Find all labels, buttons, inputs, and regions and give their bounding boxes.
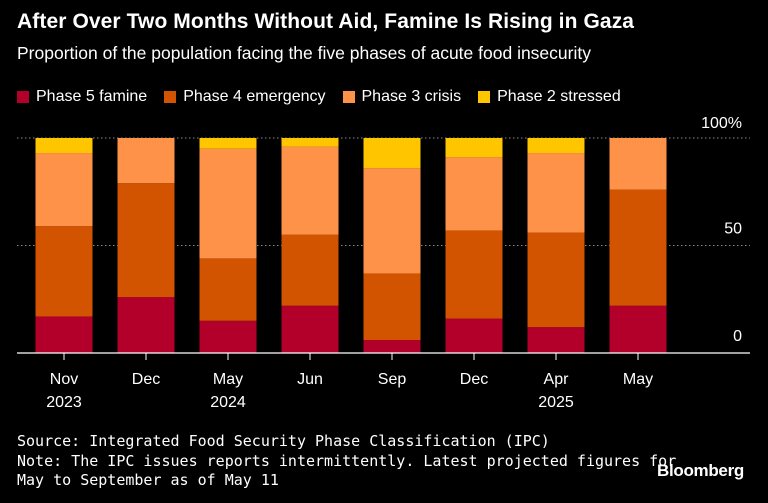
bar-segment-2-0 [199, 320, 257, 353]
bar-segment-4-3 [363, 138, 421, 169]
legend-swatch-phase5 [17, 91, 29, 103]
bar-segment-3-2 [281, 146, 339, 235]
x-tick-label-4: Sep [378, 371, 407, 388]
bloomberg-logo: Bloomberg [656, 461, 744, 480]
legend-item-phase4: Phase 4 emergency [164, 88, 326, 106]
bar-segment-6-1 [527, 232, 585, 328]
bar-segment-0-2 [35, 153, 93, 227]
x-tick-year-label-0: 2023 [46, 394, 82, 411]
legend-item-phase2: Phase 2 stressed [478, 88, 621, 106]
bar-segment-6-0 [527, 327, 585, 353]
bar-segment-0-0 [35, 316, 93, 353]
bar-segment-4-0 [363, 340, 421, 353]
bar-segment-5-3 [445, 138, 503, 158]
bar-segment-3-3 [281, 138, 339, 147]
x-tick-year-label-2: 2024 [210, 394, 246, 411]
legend-label-phase2: Phase 2 stressed [497, 88, 621, 105]
x-tick-label-2: May [213, 371, 243, 388]
footnote-line-2: May to September as of May 11 [17, 471, 279, 489]
legend-label-phase4: Phase 4 emergency [183, 88, 326, 105]
legend-swatch-phase3 [342, 91, 355, 103]
bar-segment-0-3 [35, 138, 93, 154]
legend-label-phase3: Phase 3 crisis [361, 88, 462, 105]
legend-item-phase3: Phase 3 crisis [342, 88, 462, 106]
source-note: Source: Integrated Food Security Phase C… [17, 432, 550, 450]
bar-segment-2-2 [199, 148, 257, 259]
bar-segment-5-1 [445, 230, 503, 319]
x-tick-label-1: Dec [132, 371, 160, 388]
bar-segment-4-2 [363, 168, 421, 274]
bar-segment-7-1 [609, 189, 667, 306]
x-tick-label-7: May [623, 371, 653, 388]
x-tick-label-3: Jun [297, 371, 323, 388]
stacked-bar-chart: 0 50 100% Nov 2023 Dec May 2024 Jun Sep Dec Apr 2025… [17, 115, 750, 411]
bar-segment-7-2 [609, 138, 667, 190]
y-tick-label-1: 50 [724, 221, 742, 238]
bar-segment-5-2 [445, 157, 503, 231]
bar-segment-3-1 [281, 234, 339, 306]
bar-segment-1-0 [117, 297, 175, 353]
bar-segment-5-0 [445, 318, 503, 353]
legend-swatch-phase2 [478, 91, 491, 103]
legend-label-phase5: Phase 5 famine [36, 88, 148, 105]
x-tick-year-label-6: 2025 [538, 394, 574, 411]
chart-title: After Over Two Months Without Aid, Famin… [17, 10, 635, 33]
chart-subtitle: Proportion of the population facing the … [17, 43, 591, 63]
x-tick-label-6: Apr [544, 371, 570, 388]
legend-item-phase5: Phase 5 famine [17, 88, 147, 106]
bar-segment-6-3 [527, 138, 585, 154]
x-tick-label-0: Nov [50, 371, 78, 388]
x-tick-label-5: Dec [460, 371, 488, 388]
bar-segment-4-1 [363, 273, 421, 341]
bar-segment-1-2 [117, 138, 175, 184]
bar-segment-2-3 [199, 138, 257, 149]
bar-segment-2-1 [199, 258, 257, 321]
footnote-line-1: Note: The IPC issues reports intermitten… [17, 452, 677, 470]
legend-swatch-phase4 [164, 91, 177, 103]
bar-segment-1-1 [117, 183, 175, 298]
y-tick-label-2: 100% [701, 115, 742, 132]
y-tick-label-0: 0 [733, 328, 742, 345]
legend: Phase 5 famine Phase 4 emergency Phase 3… [17, 88, 621, 106]
bar-segment-7-0 [609, 305, 667, 353]
bar-segment-0-1 [35, 226, 93, 317]
bar-segment-3-0 [281, 305, 339, 353]
bar-segment-6-2 [527, 153, 585, 233]
